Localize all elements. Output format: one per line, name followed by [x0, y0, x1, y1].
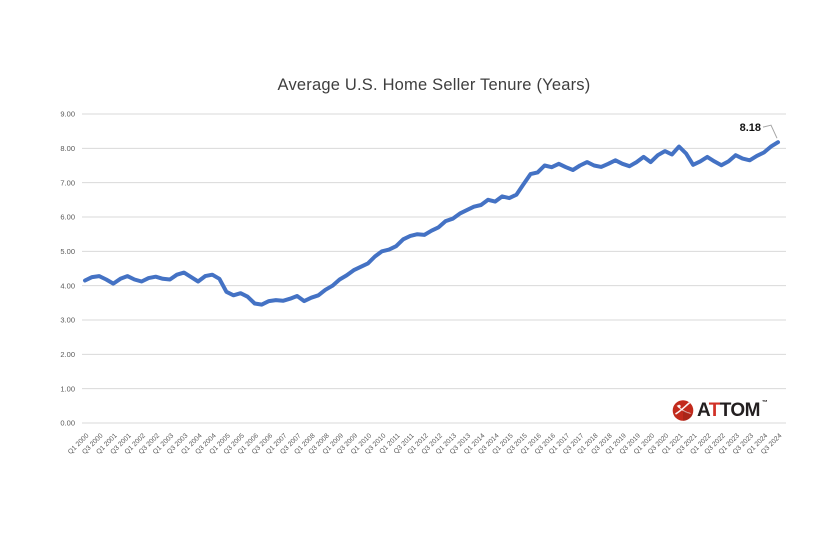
y-axis-label: 1.00: [60, 384, 75, 393]
logo-letters: A: [697, 399, 709, 421]
y-axis-label: 0.00: [60, 419, 75, 428]
y-axis-label: 5.00: [60, 247, 75, 256]
logo-letter-red: T: [708, 399, 721, 421]
annotation-leader-line: [762, 124, 778, 139]
seller-tenure-line: [83, 140, 780, 307]
y-axis-label: 3.00: [60, 316, 75, 325]
logo-letters: TOM: [719, 399, 761, 421]
y-axis-label: 2.00: [60, 350, 75, 359]
y-axis-label: 9.00: [60, 110, 75, 119]
y-axis-label: 8.00: [60, 144, 75, 153]
chart-title: Average U.S. Home Seller Tenure (Years): [277, 76, 591, 94]
y-axis-label: 6.00: [60, 213, 75, 222]
y-axis-label: 7.00: [60, 178, 75, 187]
attom-globe-icon: [672, 400, 694, 421]
attom-logo-text: ATTOM: [697, 401, 760, 420]
attom-logo: ATTOM ™: [671, 396, 768, 424]
y-axis-label: 4.00: [60, 281, 75, 290]
end-value-label: 8.18: [740, 122, 761, 134]
trademark-symbol: ™: [761, 400, 768, 406]
